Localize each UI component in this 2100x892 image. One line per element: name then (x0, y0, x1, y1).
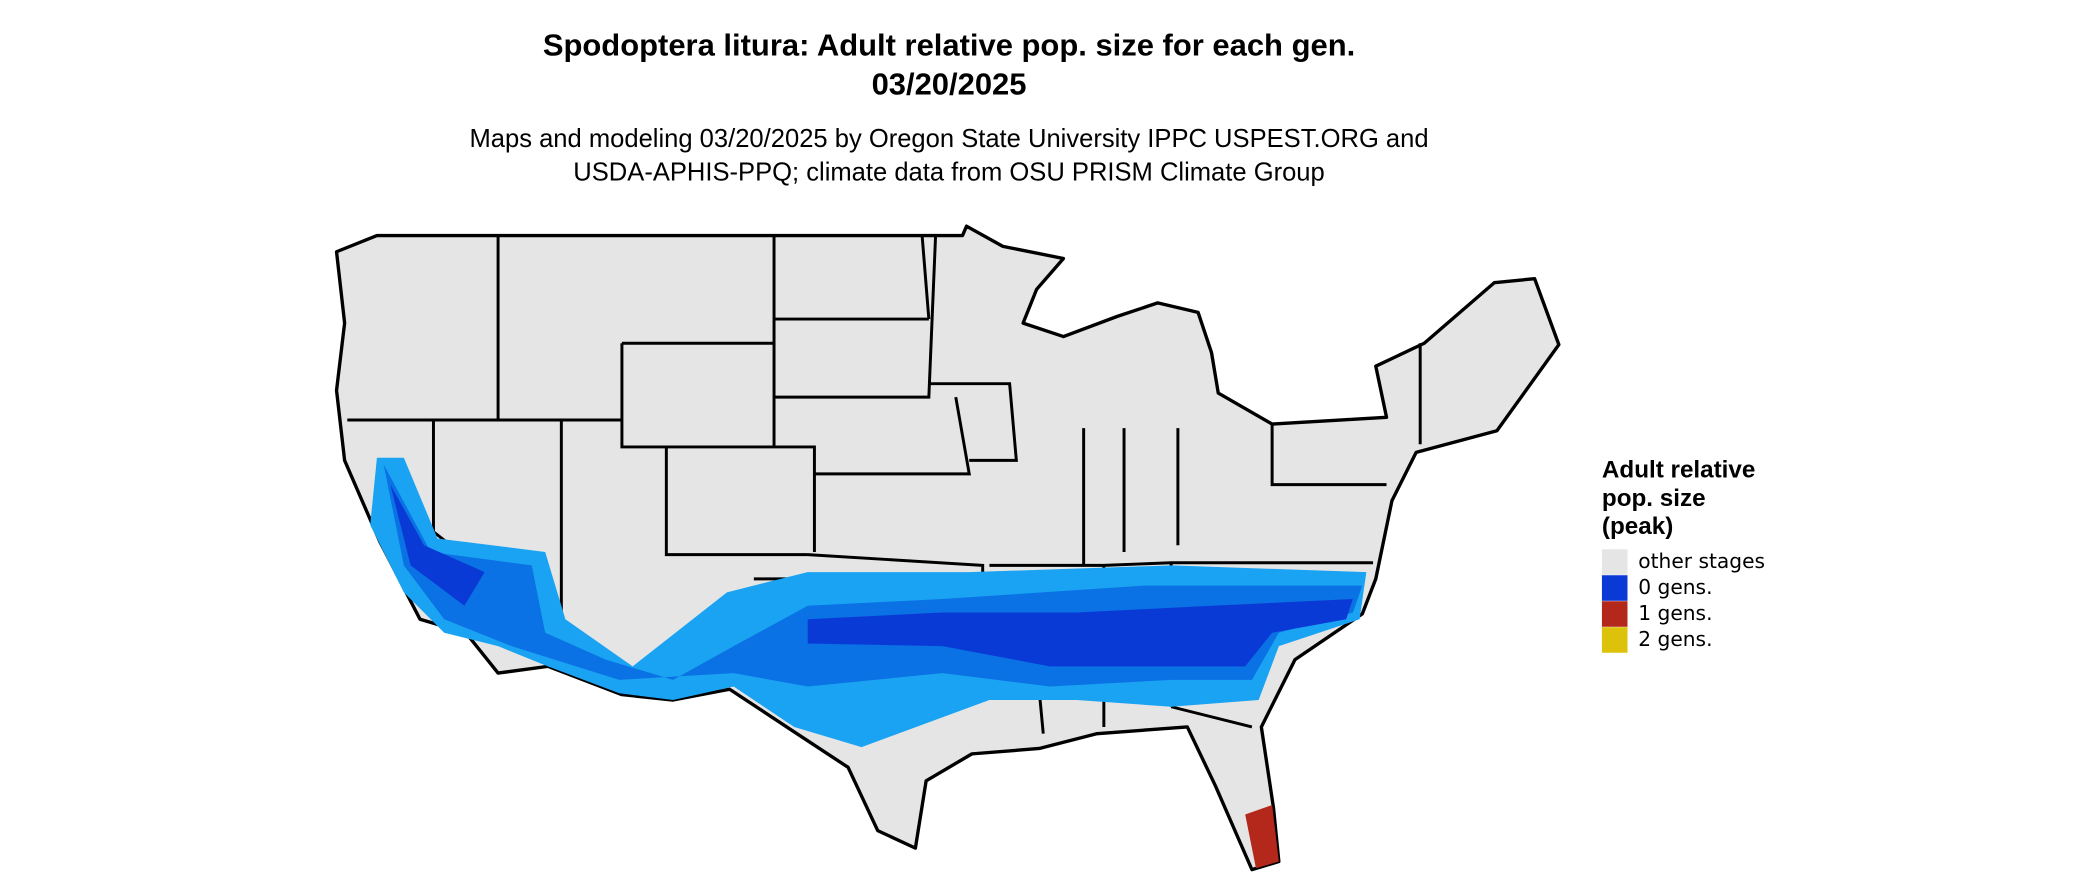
legend-title: Adult relative (1602, 457, 1755, 484)
legend-label: other stages (1638, 549, 1765, 573)
shade-red (1245, 805, 1279, 869)
legend-label: 0 gens. (1638, 575, 1712, 599)
shade-dark (390, 484, 1353, 667)
legend-swatch (1601, 627, 1628, 653)
title: Spodoptera litura: Adult relative pop. s… (543, 27, 1355, 62)
date: 03/20/2025 (872, 66, 1027, 101)
legend-title: (peak) (1602, 513, 1673, 540)
subtitle: Maps and modeling 03/20/2025 by Oregon S… (469, 125, 1428, 153)
legend-swatch (1601, 549, 1628, 575)
legend-swatch (1601, 575, 1628, 601)
legend-title: pop. size (1602, 485, 1706, 512)
legend-label: 2 gens. (1638, 627, 1712, 651)
legend: Adult relative pop. size (peak) other st… (1601, 457, 1765, 653)
legend-label: 1 gens. (1638, 601, 1712, 625)
legend-swatch (1601, 601, 1628, 627)
population-shading (370, 457, 1367, 869)
subtitle: USDA-APHIS-PPQ; climate data from OSU PR… (573, 158, 1324, 186)
us-outline (334, 224, 1561, 872)
us-map (334, 224, 1561, 872)
